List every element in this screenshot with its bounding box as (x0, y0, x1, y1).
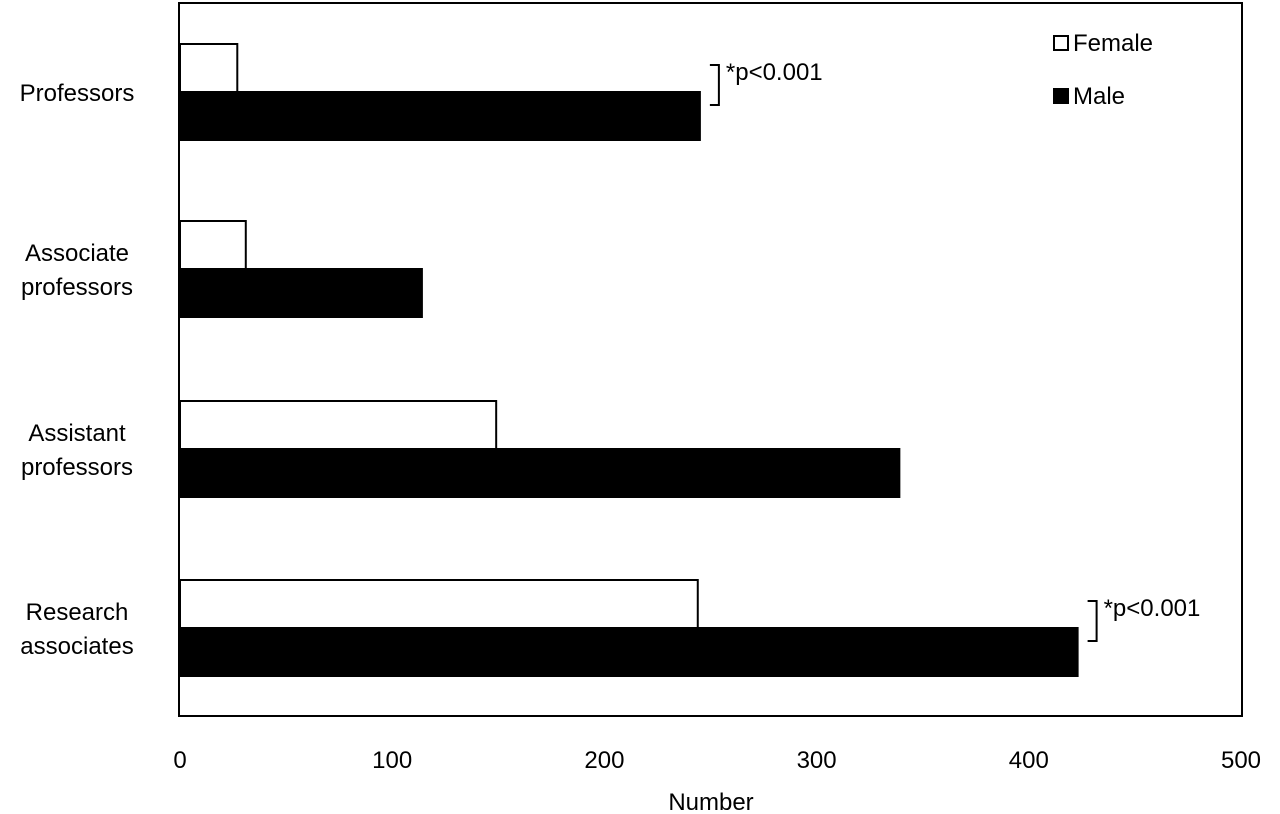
bar-female (179, 220, 247, 270)
bar-male (179, 91, 701, 141)
x-tick-labels: 0 100 200 300 400 500 (173, 747, 1261, 774)
significance-label: *p<0.001 (1104, 595, 1201, 622)
x-axis-label: Number (668, 789, 753, 814)
bar-male (179, 268, 423, 318)
category-label: Assistant (28, 420, 126, 447)
legend-swatch-female (1053, 35, 1069, 51)
category-label: associates (20, 633, 133, 660)
legend-swatch-male (1053, 88, 1069, 104)
bar-female (179, 579, 699, 629)
legend: Female Male (1053, 30, 1153, 110)
x-tick-label: 0 (173, 747, 186, 774)
category-label: professors (21, 454, 133, 481)
category-label: professors (21, 274, 133, 301)
bar-female (179, 400, 498, 450)
category-labels: Professors Associate professors Assistant pr… (20, 80, 135, 660)
significance-label: *p<0.001 (726, 59, 823, 86)
bar-female (179, 43, 239, 93)
significance-bracket (1087, 600, 1098, 642)
x-tick-label: 400 (1009, 747, 1049, 774)
legend-label-male: Male (1073, 83, 1125, 110)
x-tick-label: 500 (1221, 747, 1261, 774)
plot-frame (178, 2, 1243, 717)
significance-bracket (709, 64, 720, 106)
significance-annotations: *p<0.001 *p<0.001 (709, 59, 1201, 642)
category-label: Associate (25, 240, 129, 267)
x-tick-label: 200 (584, 747, 624, 774)
x-tick-label: 300 (797, 747, 837, 774)
x-tick-label: 100 (372, 747, 412, 774)
bar-male (179, 627, 1079, 677)
bar-male (179, 448, 901, 498)
category-label: Professors (20, 80, 135, 107)
category-label: Research (26, 599, 129, 626)
bars-group (179, 43, 1079, 677)
legend-label-female: Female (1073, 30, 1153, 57)
